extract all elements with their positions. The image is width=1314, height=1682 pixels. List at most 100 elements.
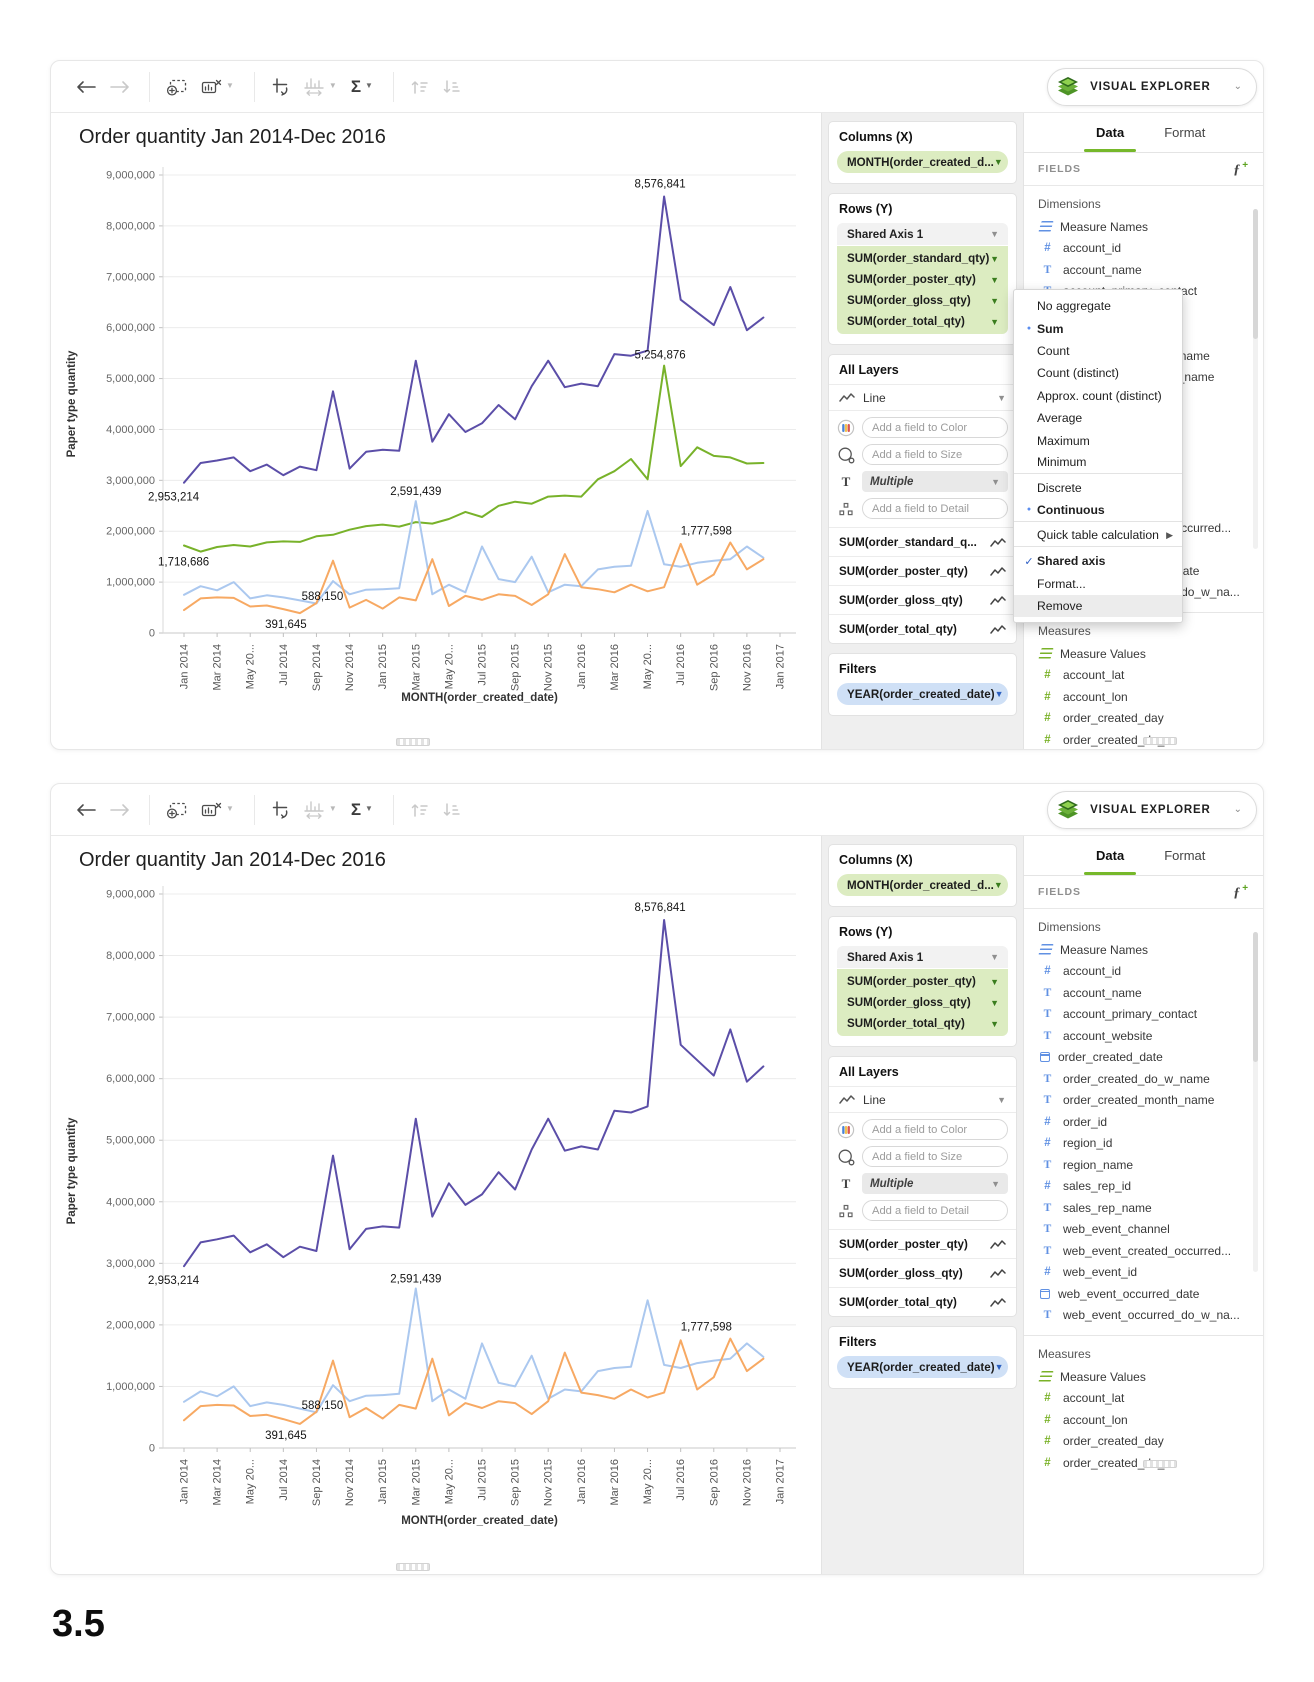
chevron-down-icon[interactable]: ▼ — [993, 880, 1003, 890]
measure-field-item[interactable]: Measure Values — [1024, 643, 1263, 665]
size-field-input[interactable]: Add a field to Size — [862, 444, 1008, 465]
rows-field-pill[interactable]: SUM(order_gloss_qty) ▼ — [837, 290, 1008, 311]
dimension-field-item[interactable]: web_event_occurred_date — [1024, 1283, 1263, 1305]
delete-visualization-button[interactable] — [200, 73, 222, 101]
rows-field-pill[interactable]: SUM(order_standard_qty) ▼ — [837, 248, 1008, 269]
rows-field-pill[interactable]: SUM(order_total_qty) ▼ — [837, 311, 1008, 332]
dimension-field-item[interactable]: account_primary_contact — [1024, 1004, 1263, 1026]
columns-field-pill[interactable]: MONTH(order_created_d... ▼ — [837, 151, 1008, 173]
dimension-field-item[interactable]: order_created_month_name — [1024, 1090, 1263, 1112]
dimension-field-item[interactable]: web_event_channel — [1024, 1219, 1263, 1241]
new-visualization-button[interactable] — [166, 73, 188, 101]
chevron-down-icon[interactable]: ▼ — [994, 689, 1004, 699]
layer-measure-row[interactable]: SUM(order_total_qty) — [829, 614, 1016, 643]
tab-data[interactable]: Data — [1083, 113, 1137, 152]
horizontal-scroll-handle[interactable] — [1143, 1460, 1177, 1468]
chevron-down-icon[interactable]: ▼ — [990, 316, 999, 327]
dimension-field-item[interactable]: sales_rep_name — [1024, 1197, 1263, 1219]
layer-measure-row[interactable]: SUM(order_gloss_qty) — [829, 1258, 1016, 1287]
menu-item[interactable]: Format... ▶ — [1037, 576, 1086, 591]
sort-ascending-button[interactable] — [410, 73, 430, 101]
delete-visualization-button[interactable] — [200, 796, 222, 824]
measure-field-item[interactable]: account_lon — [1024, 686, 1263, 708]
detail-field-input[interactable]: Add a field to Detail — [862, 498, 1008, 519]
tab-data[interactable]: Data — [1083, 836, 1137, 875]
menu-item[interactable]: Average ▶ — [1037, 411, 1083, 426]
chevron-down-icon[interactable]: ▼ — [994, 1362, 1004, 1372]
distribution-button[interactable] — [303, 796, 325, 824]
new-visualization-button[interactable] — [166, 796, 188, 824]
layer-measure-row[interactable]: SUM(order_poster_qty) — [829, 1229, 1016, 1258]
layer-measure-row[interactable]: SUM(order_standard_q... — [829, 527, 1016, 556]
color-field-input[interactable]: Add a field to Color — [862, 417, 1008, 438]
sort-descending-button[interactable] — [442, 73, 462, 101]
chevron-down-icon[interactable]: ▼ — [990, 952, 999, 962]
forward-button[interactable] — [109, 73, 131, 101]
chevron-down-icon[interactable]: ▼ — [365, 804, 373, 813]
chevron-down-icon[interactable]: ▼ — [990, 274, 999, 285]
tab-format[interactable]: Format — [1164, 848, 1206, 863]
chevron-down-icon[interactable]: ▼ — [991, 1178, 1000, 1189]
columns-field-pill[interactable]: MONTH(order_created_d... ▼ — [837, 874, 1008, 896]
dimension-field-item[interactable]: sales_rep_id — [1024, 1176, 1263, 1198]
menu-item[interactable]: No aggregate ▶ — [1037, 299, 1111, 314]
filter-field-pill[interactable]: YEAR(order_created_date) ▼ — [837, 683, 1008, 705]
horizontal-scroll-handle[interactable] — [1143, 737, 1177, 745]
menu-item[interactable]: Count ▶ — [1037, 343, 1070, 358]
label-field-select[interactable]: Multiple ▼ — [862, 471, 1008, 492]
layer-measure-row[interactable]: SUM(order_gloss_qty) — [829, 585, 1016, 614]
layer-measure-row[interactable]: SUM(order_poster_qty) — [829, 556, 1016, 585]
measure-field-item[interactable]: Measure Values — [1024, 1366, 1263, 1388]
menu-item[interactable]: Approx. count (distinct) ▶ — [1037, 388, 1162, 403]
rows-field-pill[interactable]: SUM(order_poster_qty) ▼ — [837, 971, 1008, 992]
chevron-down-icon[interactable]: ▼ — [990, 997, 999, 1008]
chevron-down-icon[interactable]: ▼ — [226, 804, 234, 813]
dimension-field-item[interactable]: order_id — [1024, 1111, 1263, 1133]
shared-axis-row[interactable]: Shared Axis 1 ▼ — [837, 946, 1008, 968]
dimension-field-item[interactable]: order_created_do_w_name — [1024, 1068, 1263, 1090]
scrollbar-thumb[interactable] — [1253, 932, 1258, 1062]
dimension-field-item[interactable]: account_id — [1024, 238, 1263, 260]
sort-descending-button[interactable] — [442, 796, 462, 824]
size-field-input[interactable]: Add a field to Size — [862, 1146, 1008, 1167]
menu-item[interactable]: Shared axis ▶ — [1014, 550, 1182, 572]
fields-scrollbar[interactable] — [1253, 932, 1258, 1272]
color-field-input[interactable]: Add a field to Color — [862, 1119, 1008, 1140]
chevron-down-icon[interactable]: ▼ — [328, 804, 337, 813]
menu-item[interactable]: Remove ▶ — [1014, 595, 1182, 618]
aggregate-sigma-button[interactable]: Σ — [351, 796, 361, 824]
menu-item[interactable]: Minimum ▶ — [1014, 452, 1182, 475]
chevron-down-icon[interactable]: ▼ — [990, 976, 999, 987]
menu-item[interactable]: Discrete ▶ — [1037, 481, 1082, 496]
dimension-field-item[interactable]: Measure Names — [1024, 939, 1263, 961]
chevron-down-icon[interactable]: ▼ — [365, 81, 373, 90]
scrollbar-thumb[interactable] — [1253, 209, 1258, 339]
shared-axis-row[interactable]: Shared Axis 1 ▼ — [837, 223, 1008, 245]
horizontal-scroll-handle[interactable] — [396, 738, 430, 746]
chevron-down-icon[interactable]: ▼ — [990, 1018, 999, 1029]
rows-field-pill[interactable]: SUM(order_gloss_qty) ▼ — [837, 992, 1008, 1013]
measure-field-item[interactable]: account_lat — [1024, 665, 1263, 687]
menu-item[interactable]: Continuous ▶ — [1014, 500, 1182, 522]
rows-field-pill[interactable]: SUM(order_total_qty) ▼ — [837, 1013, 1008, 1034]
tab-format[interactable]: Format — [1164, 125, 1206, 140]
chevron-down-icon[interactable]: ▼ — [990, 295, 999, 306]
layer-measure-row[interactable]: SUM(order_total_qty) — [829, 1287, 1016, 1316]
add-calculated-field-icon[interactable]: ƒ — [1233, 883, 1249, 902]
dimension-field-item[interactable]: account_name — [1024, 982, 1263, 1004]
swap-axes-button[interactable] — [271, 796, 291, 824]
measure-field-item[interactable]: order_created_day — [1024, 708, 1263, 730]
mark-type-select[interactable]: Line ▼ — [829, 1086, 1016, 1113]
back-button[interactable] — [75, 796, 97, 824]
dimension-field-item[interactable]: region_name — [1024, 1154, 1263, 1176]
filter-field-pill[interactable]: YEAR(order_created_date) ▼ — [837, 1356, 1008, 1378]
distribution-button[interactable] — [303, 73, 325, 101]
chevron-down-icon[interactable]: ▼ — [226, 81, 234, 90]
dimension-field-item[interactable]: order_created_date — [1024, 1047, 1263, 1069]
add-calculated-field-icon[interactable]: ƒ — [1233, 160, 1249, 179]
dimension-field-item[interactable]: web_event_created_occurred... — [1024, 1240, 1263, 1262]
visual-explorer-menu-button[interactable]: VISUAL EXPLORER ⌄ — [1047, 790, 1257, 829]
horizontal-scroll-handle[interactable] — [396, 1563, 430, 1571]
dimension-field-item[interactable]: account_name — [1024, 259, 1263, 281]
menu-item[interactable]: Sum ▶ — [1014, 317, 1182, 339]
